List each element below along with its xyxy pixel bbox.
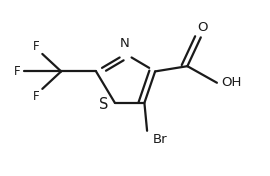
Text: S: S (99, 97, 108, 112)
Text: OH: OH (221, 76, 241, 89)
Text: Br: Br (153, 133, 167, 146)
Text: F: F (33, 90, 40, 103)
Text: F: F (33, 40, 40, 53)
Text: N: N (119, 37, 129, 50)
Text: O: O (197, 21, 207, 34)
Text: F: F (14, 65, 21, 78)
